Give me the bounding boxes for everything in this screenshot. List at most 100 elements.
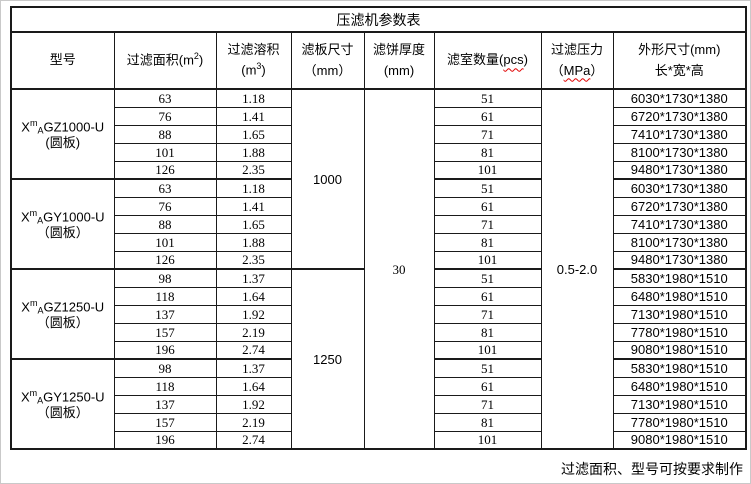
table-row: 196 2.74 101 9080*1980*1510 <box>11 430 747 450</box>
model-name: XmAGY1000-U <box>20 208 105 226</box>
model-paren: （圆板） <box>36 314 89 330</box>
cell-filter-area: 63 <box>113 88 217 108</box>
cell-chamber-qty: 81 <box>433 232 542 252</box>
cell-dimensions: 6030*1730*1380 <box>612 88 747 108</box>
cell-dimensions: 8100*1730*1380 <box>612 142 747 162</box>
cell-chamber-qty: 101 <box>433 250 542 270</box>
cell-chamber-qty: 101 <box>433 340 542 360</box>
cell-filter-volume: 1.41 <box>215 196 292 216</box>
cell-chamber-qty: 61 <box>433 106 542 126</box>
cell-dimensions: 6720*1730*1380 <box>612 196 747 216</box>
cell-dimensions: 9080*1980*1510 <box>612 430 747 450</box>
cell-filter-volume: 1.64 <box>215 286 292 306</box>
cell-filter-volume: 2.35 <box>215 160 292 180</box>
table-row: XmAGY1250-U （圆板） 98 1.37 51 5830*1980*15… <box>10 358 747 450</box>
cell-dimensions: 7130*1980*1510 <box>612 304 747 324</box>
col-header-dimensions: 外形尺寸(mm) 长*宽*高 <box>612 31 747 90</box>
cell-dimensions: 5830*1980*1510 <box>612 358 747 378</box>
model-paren: （圆板） <box>36 404 89 420</box>
cell-filter-pressure: 0.5-2.0 <box>540 88 614 450</box>
col-header-model: 型号 <box>10 31 115 90</box>
table-header-row: 型号 过滤面积(m2) 过滤溶积 (m3) 滤板尺寸 （mm） 滤饼厚度 (mm) 滤… <box>10 31 747 90</box>
cell-plate-size-1250: 1250 <box>290 268 365 450</box>
cell-chamber-qty: 51 <box>433 88 542 108</box>
table-row: 118 1.64 61 6480*1980*1510 <box>11 286 747 306</box>
cell-filter-volume: 2.19 <box>215 322 292 342</box>
model-cell-gz1250: XmAGZ1250-U （圆板） <box>10 268 115 360</box>
cell-cake-thickness: 30 <box>363 88 435 450</box>
cell-filter-area: 101 <box>113 142 217 162</box>
model-name: XmAGZ1250-U <box>21 298 105 316</box>
cell-dimensions: 6480*1980*1510 <box>612 376 747 396</box>
col-header-filter-area: 过滤面积(m2) <box>113 31 217 90</box>
table-row: 157 2.19 81 7780*1980*1510 <box>11 322 747 342</box>
cell-chamber-qty: 71 <box>433 214 542 234</box>
col-header-plate-size: 滤板尺寸 （mm） <box>290 31 365 90</box>
cell-chamber-qty: 81 <box>433 322 542 342</box>
cell-filter-area: 88 <box>113 124 217 144</box>
cell-filter-volume: 2.35 <box>215 250 292 270</box>
model-cell-gy1250: XmAGY1250-U （圆板） <box>10 358 115 450</box>
cell-dimensions: 7410*1730*1380 <box>612 214 747 234</box>
table-row: 157 2.19 81 7780*1980*1510 <box>11 412 747 432</box>
cell-filter-area: 126 <box>113 160 217 180</box>
cell-filter-area: 98 <box>113 268 217 288</box>
cell-chamber-qty: 51 <box>433 178 542 198</box>
cell-filter-volume: 2.74 <box>215 340 292 360</box>
cell-dimensions: 9480*1730*1380 <box>612 250 747 270</box>
cell-filter-volume: 2.74 <box>215 430 292 450</box>
col-header-chamber-qty: 滤室数量(pcs) <box>433 31 542 90</box>
cell-chamber-qty: 101 <box>433 430 542 450</box>
cell-filter-volume: 1.92 <box>215 304 292 324</box>
table-row: 126 2.35 101 9480*1730*1380 <box>11 250 747 270</box>
cell-plate-size-1000: 1000 <box>290 88 365 270</box>
cell-chamber-qty: 71 <box>433 124 542 144</box>
cell-filter-volume: 1.18 <box>215 178 292 198</box>
cell-chamber-qty: 51 <box>433 268 542 288</box>
cell-filter-area: 137 <box>113 394 217 414</box>
model-paren: （圆板） <box>36 224 89 240</box>
filter-press-parameter-table: 压滤机参数表 型号 过滤面积(m2) 过滤溶积 (m3) 滤板尺寸 （mm） 滤饼厚… <box>10 6 747 450</box>
cell-filter-volume: 1.88 <box>215 232 292 252</box>
table-row: 76 1.41 61 6720*1730*1380 <box>11 196 747 216</box>
table-row: 137 1.92 71 7130*1980*1510 <box>11 394 747 414</box>
cell-filter-volume: 1.18 <box>215 88 292 108</box>
cell-chamber-qty: 101 <box>433 160 542 180</box>
cell-filter-volume: 1.37 <box>215 268 292 288</box>
cell-filter-area: 63 <box>113 178 217 198</box>
table-row: 126 2.35 101 9480*1730*1380 <box>11 160 747 180</box>
cell-dimensions: 6480*1980*1510 <box>612 286 747 306</box>
cell-filter-volume: 1.65 <box>215 124 292 144</box>
cell-filter-area: 76 <box>113 106 217 126</box>
cell-dimensions: 7130*1980*1510 <box>612 394 747 414</box>
model-cell-gz1000: XmAGZ1000-U (圆板) <box>10 88 115 180</box>
cell-filter-volume: 1.88 <box>215 142 292 162</box>
cell-dimensions: 7780*1980*1510 <box>612 322 747 342</box>
col-header-cake-thickness: 滤饼厚度 (mm) <box>363 31 435 90</box>
model-cell-gy1000: XmAGY1000-U （圆板） <box>10 178 115 270</box>
cell-filter-area: 137 <box>113 304 217 324</box>
cell-chamber-qty: 71 <box>433 304 542 324</box>
cell-filter-area: 101 <box>113 232 217 252</box>
cell-filter-area: 76 <box>113 196 217 216</box>
cell-filter-area: 157 <box>113 322 217 342</box>
cell-dimensions: 8100*1730*1380 <box>612 232 747 252</box>
model-paren: (圆板) <box>45 134 81 150</box>
table-title-row: 压滤机参数表 <box>10 6 747 33</box>
cell-dimensions: 6720*1730*1380 <box>612 106 747 126</box>
cell-dimensions: 9480*1730*1380 <box>612 160 747 180</box>
cell-filter-volume: 1.65 <box>215 214 292 234</box>
cell-dimensions: 7780*1980*1510 <box>612 412 747 432</box>
table-row: XmAGZ1000-U (圆板) 63 1.18 1000 30 51 0.5-… <box>10 88 747 450</box>
cell-filter-volume: 1.92 <box>215 394 292 414</box>
col-header-filter-volume: 过滤溶积 (m3) <box>215 31 292 90</box>
cell-filter-area: 126 <box>113 250 217 270</box>
cell-chamber-qty: 61 <box>433 196 542 216</box>
table-row: 101 1.88 81 8100*1730*1380 <box>11 142 747 162</box>
col-header-model-label: 型号 <box>49 52 76 68</box>
cell-chamber-qty: 81 <box>433 412 542 432</box>
cell-chamber-qty: 61 <box>433 286 542 306</box>
cell-filter-area: 118 <box>113 286 217 306</box>
cell-filter-area: 98 <box>113 358 217 378</box>
